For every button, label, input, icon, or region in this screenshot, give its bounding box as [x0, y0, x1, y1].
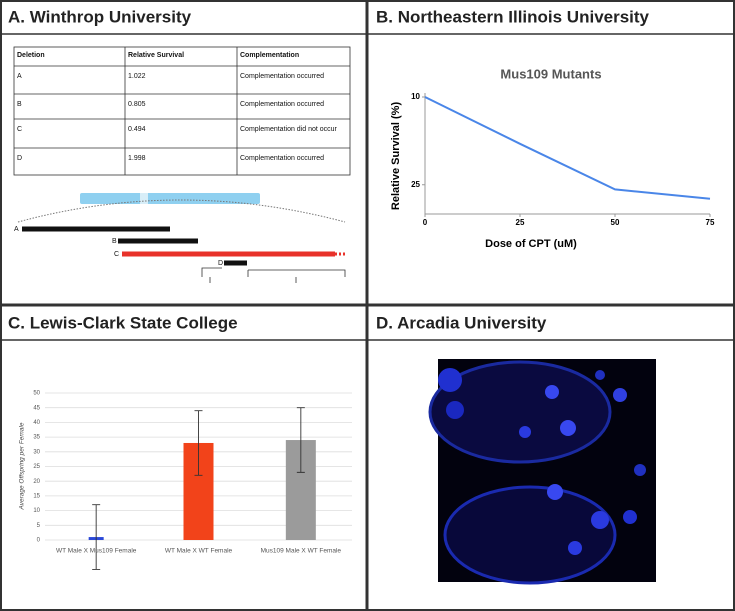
- line: [424, 96, 711, 200]
- nucleus: [634, 464, 646, 476]
- table-border: [13, 46, 351, 176]
- diagram-label: D: [218, 260, 223, 267]
- error-bar: [194, 410, 203, 476]
- nucleus: [595, 370, 605, 380]
- nucleus: [613, 388, 627, 402]
- cell: [428, 360, 612, 464]
- diagram-label: C: [114, 251, 119, 258]
- table-cell: Complementation occurred: [240, 73, 324, 80]
- nucleus: [591, 511, 609, 529]
- y-tick-label: 10: [33, 508, 40, 514]
- nucleus: [560, 420, 576, 436]
- y-tick-label: 30: [33, 449, 40, 455]
- x-tick-label: 50: [611, 218, 620, 227]
- panel-title: C. Lewis-Clark State College: [8, 313, 238, 332]
- table-cell: D: [17, 155, 22, 162]
- x-tick-label: 75: [706, 218, 715, 227]
- table-cell: 1.022: [128, 73, 146, 80]
- gene-box: [140, 193, 148, 204]
- y-tick-label: 20: [33, 479, 40, 485]
- panel-title: D. Arcadia University: [376, 313, 547, 332]
- nucleus: [623, 510, 637, 524]
- error-bar: [92, 504, 101, 570]
- x-tick-label: WT Male X Mus109 Female: [56, 548, 137, 555]
- panel-title: A. Winthrop University: [8, 7, 192, 26]
- y-axis-label: Relative Survival (%): [390, 102, 402, 211]
- y-axis-label: Average Offspring per Female: [19, 422, 26, 510]
- x-tick-label: 0: [423, 218, 428, 227]
- table-header: Complementation: [240, 52, 299, 59]
- table-header: Deletion: [17, 52, 45, 59]
- y-tick-label: 0: [37, 538, 41, 544]
- y-tick-label: 35: [33, 435, 40, 441]
- nucleus: [545, 385, 559, 399]
- y-tick-label: 40: [33, 420, 40, 426]
- table-cell: C: [17, 126, 22, 133]
- y-tick-label: 25: [411, 180, 420, 189]
- nucleus: [547, 484, 563, 500]
- nucleus: [519, 426, 531, 438]
- table-cell: B: [17, 101, 22, 108]
- x-tick-label: Mus109 Male X WT Female: [261, 548, 342, 555]
- arc: [17, 199, 346, 223]
- y-tick-label: 15: [33, 493, 40, 499]
- table-header: Relative Survival: [128, 52, 184, 59]
- y-tick-label: 25: [33, 464, 40, 470]
- chart-title: Mus109 Mutants: [500, 66, 601, 81]
- x-axis-label: Dose of CPT (uM): [485, 238, 577, 250]
- y-tick-label: 45: [33, 405, 40, 411]
- table-cell: Complementation occurred: [240, 101, 324, 108]
- x-tick-label: WT Male X WT Female: [165, 548, 233, 555]
- table-cell: 1.998: [128, 155, 146, 162]
- nucleus: [438, 368, 462, 392]
- diagram-label: A: [14, 226, 19, 233]
- y-tick-label: 5: [37, 523, 41, 529]
- table-cell: Complementation occurred: [240, 155, 324, 162]
- gene-diagram: A B C D: [14, 193, 346, 283]
- nucleus: [446, 401, 464, 419]
- diagram-label: B: [112, 238, 117, 245]
- y-tick-label: 10: [411, 92, 420, 101]
- nucleus: [568, 541, 582, 555]
- table-cell: 0.805: [128, 101, 146, 108]
- x-tick-label: 25: [516, 218, 525, 227]
- micrograph: [428, 359, 656, 585]
- table-cell: 0.494: [128, 126, 146, 133]
- error-bar: [296, 407, 305, 473]
- cell: [443, 485, 617, 585]
- panel-title: B. Northeastern Illinois University: [376, 7, 650, 26]
- table-cell: A: [17, 73, 22, 80]
- y-tick-label: 50: [33, 391, 40, 397]
- table-cell: Complementation did not occur: [240, 126, 338, 133]
